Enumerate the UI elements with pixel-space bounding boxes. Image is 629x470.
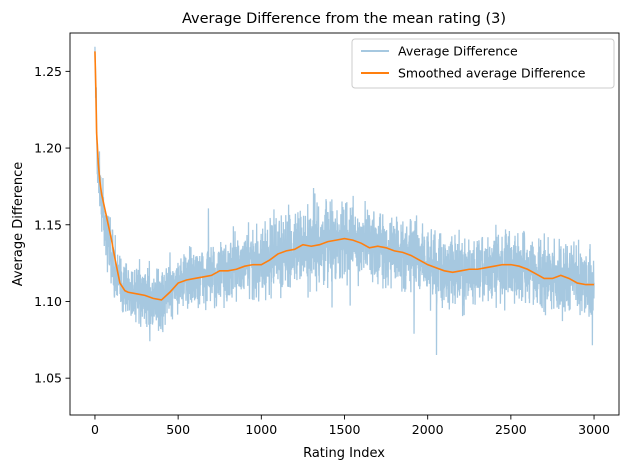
series-smoothed-average-difference (94, 51, 595, 301)
x-axis-label: Rating Index (303, 446, 385, 461)
y-axis-label: Average Difference (11, 162, 26, 287)
x-tick-label: 3000 (578, 422, 610, 437)
x-tick-label: 0 (91, 422, 99, 437)
x-tick-label: 500 (166, 422, 190, 437)
x-axis: 0 500 1000 1500 2000 2500 3000 (91, 415, 610, 437)
y-axis: 1.05 1.10 1.15 1.20 1.25 (34, 64, 70, 386)
x-tick-label: 2500 (495, 422, 527, 437)
legend-box (351, 38, 615, 89)
x-tick-label: 2000 (412, 422, 444, 437)
plot-area (94, 46, 595, 356)
y-tick-label: 1.05 (34, 371, 62, 386)
legend-label-smoothed: Smoothed average Difference (398, 66, 586, 81)
legend: Average Difference Smoothed average Diff… (351, 38, 615, 89)
legend-label-raw: Average Difference (398, 44, 518, 59)
y-tick-label: 1.15 (34, 217, 62, 232)
y-tick-label: 1.10 (34, 294, 62, 309)
y-tick-label: 1.20 (34, 141, 62, 156)
y-tick-label: 1.25 (34, 64, 62, 79)
x-tick-label: 1500 (329, 422, 361, 437)
x-tick-label: 1000 (245, 422, 277, 437)
series-average-difference (94, 46, 595, 356)
chart-title: Average Difference from the mean rating … (182, 11, 506, 27)
